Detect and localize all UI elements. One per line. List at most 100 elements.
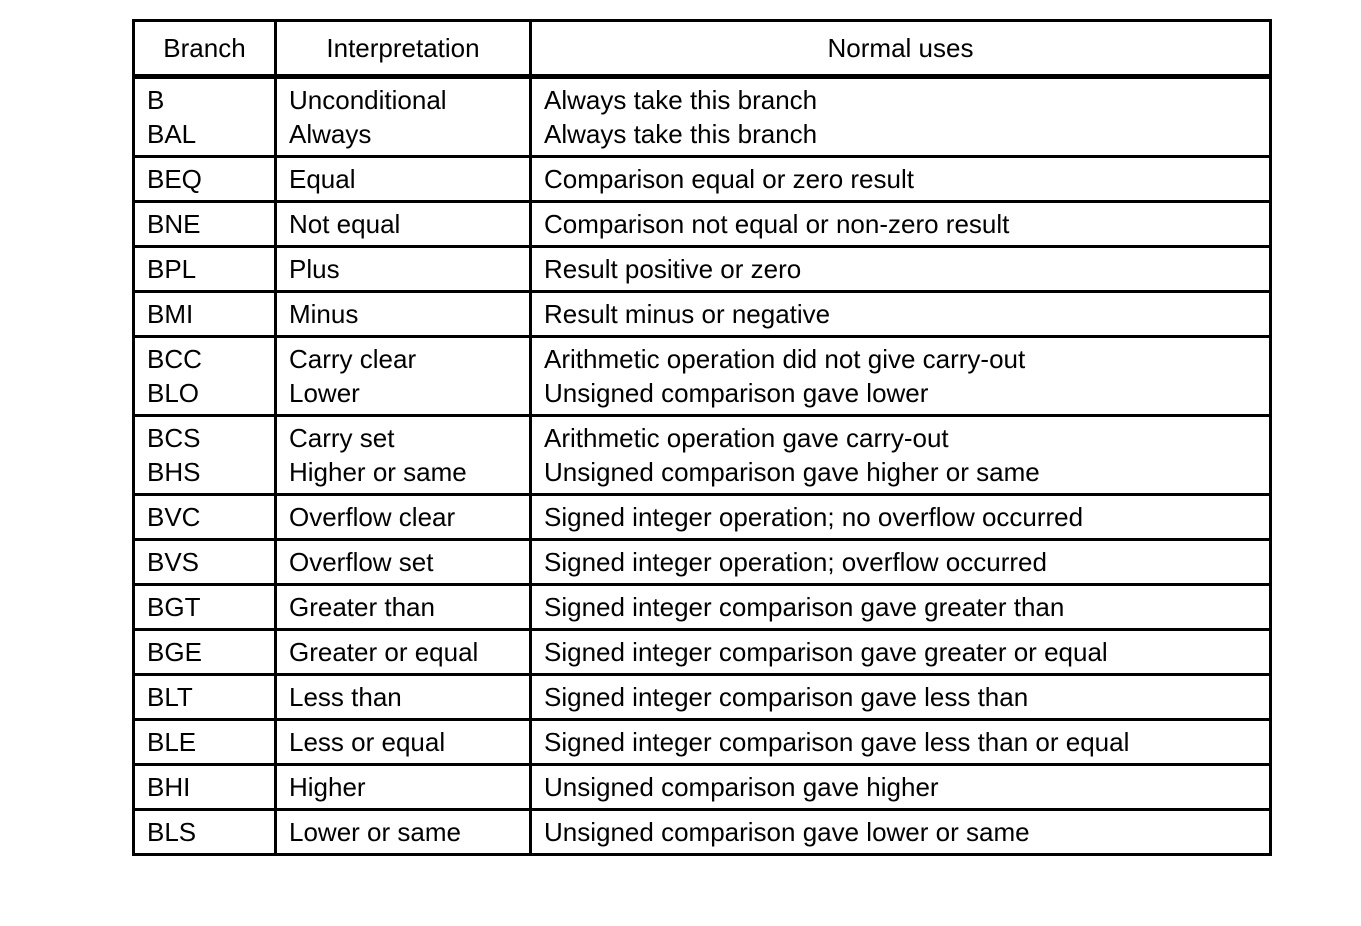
cell-interpretation-text: Less or equal — [289, 727, 446, 757]
table-row: BCC BLO Carry clear Lower Arithmetic operati… — [132, 335, 1272, 417]
cell-normal-uses: Comparison not equal or non-zero result — [529, 200, 1272, 248]
header-interpretation: Interpretation — [274, 19, 532, 79]
cell-branch-text: BPL — [147, 254, 197, 284]
cell-normal-uses: Always take this branch Always take this … — [529, 75, 1272, 158]
cell-interpretation-text: Lower — [289, 378, 360, 408]
table-body: B BAL Unconditional Always Always take this … — [132, 75, 1272, 856]
cell-interpretation-text: Higher — [289, 772, 366, 802]
cell-branch: BCC BLO — [132, 335, 277, 417]
table-row: BLE Less or equal Signed integer compariso… — [132, 718, 1272, 766]
cell-normal-uses-text: Signed integer operation; overflow occur… — [544, 547, 1047, 577]
cell-normal-uses-text: Signed integer operation; no overflow oc… — [544, 502, 1084, 532]
table-row: BLT Less than Signed integer comparison ga… — [132, 673, 1272, 721]
table-row: BNE Not equal Comparison not equal or non-… — [132, 200, 1272, 248]
cell-normal-uses-text: Comparison equal or zero result — [544, 164, 914, 194]
cell-branch: BNE — [132, 200, 277, 248]
cell-normal-uses: Signed integer comparison gave greater t… — [529, 583, 1272, 631]
cell-branch: BVC — [132, 493, 277, 541]
header-row: Branch Interpretation Normal uses — [132, 19, 1272, 79]
cell-normal-uses-text: Comparison not equal or non-zero result — [544, 209, 1010, 239]
cell-interpretation: Overflow set — [274, 538, 532, 586]
cell-normal-uses-text: Result minus or negative — [544, 299, 831, 329]
cell-interpretation: Minus — [274, 290, 532, 338]
cell-interpretation-text: Plus — [289, 254, 340, 284]
cell-interpretation-text: Overflow clear — [289, 502, 456, 532]
cell-interpretation: Less or equal — [274, 718, 532, 766]
cell-branch-text: BHS — [147, 457, 201, 487]
cell-normal-uses-text: Signed integer comparison gave less than — [544, 682, 1029, 712]
cell-branch: BGE — [132, 628, 277, 676]
table-row: B BAL Unconditional Always Always take this … — [132, 75, 1272, 158]
cell-branch: BLE — [132, 718, 277, 766]
table-row: BGE Greater or equal Signed integer compar… — [132, 628, 1272, 676]
cell-normal-uses: Result minus or negative — [529, 290, 1272, 338]
cell-branch-text: BMI — [147, 299, 194, 329]
cell-normal-uses: Unsigned comparison gave higher — [529, 763, 1272, 811]
cell-interpretation-text: Always — [289, 119, 372, 149]
table-row: BCS BHS Carry set Higher or same Arithmetic … — [132, 414, 1272, 496]
cell-branch: BPL — [132, 245, 277, 293]
cell-normal-uses-text: Arithmetic operation did not give carry-… — [544, 344, 1026, 374]
cell-branch: BGT — [132, 583, 277, 631]
cell-branch-text: BGT — [147, 592, 201, 622]
cell-normal-uses: Arithmetic operation did not give carry-… — [529, 335, 1272, 417]
cell-interpretation: Not equal — [274, 200, 532, 248]
cell-normal-uses: Signed integer comparison gave less than — [529, 673, 1272, 721]
table-row: BMI Minus Result minus or negative — [132, 290, 1272, 338]
table-row: BVS Overflow set Signed integer operation;… — [132, 538, 1272, 586]
cell-branch: BHI — [132, 763, 277, 811]
cell-normal-uses-text: Always take this branch — [544, 119, 818, 149]
cell-interpretation-text: Carry clear — [289, 344, 417, 374]
cell-interpretation: Greater or equal — [274, 628, 532, 676]
cell-normal-uses-text: Signed integer comparison gave greater o… — [544, 637, 1108, 667]
cell-branch: BLS — [132, 808, 277, 856]
cell-interpretation: Lower or same — [274, 808, 532, 856]
cell-branch-text: BHI — [147, 772, 191, 802]
cell-interpretation: Overflow clear — [274, 493, 532, 541]
cell-interpretation-text: Unconditional — [289, 85, 447, 115]
cell-interpretation-text: Higher or same — [289, 457, 467, 487]
cell-normal-uses-text: Unsigned comparison gave higher — [544, 772, 939, 802]
cell-interpretation-text: Carry set — [289, 423, 395, 453]
cell-normal-uses-text: Unsigned comparison gave lower — [544, 378, 929, 408]
cell-interpretation-text: Overflow set — [289, 547, 434, 577]
cell-branch: BVS — [132, 538, 277, 586]
cell-branch-text: BAL — [147, 119, 197, 149]
cell-branch-text: BGE — [147, 637, 202, 667]
cell-normal-uses-text: Unsigned comparison gave higher or same — [544, 457, 1040, 487]
header-branch: Branch — [132, 19, 277, 79]
cell-interpretation: Equal — [274, 155, 532, 203]
cell-branch: BCS BHS — [132, 414, 277, 496]
table-row: BEQ Equal Comparison equal or zero result — [132, 155, 1272, 203]
cell-interpretation-text: Not equal — [289, 209, 401, 239]
cell-branch-text: BLS — [147, 817, 197, 847]
cell-branch: BEQ — [132, 155, 277, 203]
cell-normal-uses: Signed integer comparison gave less than… — [529, 718, 1272, 766]
cell-branch-text: BCS — [147, 423, 201, 453]
cell-branch: BMI — [132, 290, 277, 338]
cell-branch-text: BNE — [147, 209, 201, 239]
cell-normal-uses: Signed integer operation; overflow occur… — [529, 538, 1272, 586]
cell-normal-uses-text: Arithmetic operation gave carry-out — [544, 423, 949, 453]
table-row: BHI Higher Unsigned comparison gave higher — [132, 763, 1272, 811]
cell-branch-text: BLO — [147, 378, 200, 408]
table-header: Branch Interpretation Normal uses — [132, 19, 1272, 79]
cell-branch: BLT — [132, 673, 277, 721]
cell-normal-uses-text: Result positive or zero — [544, 254, 802, 284]
cell-normal-uses-text: Unsigned comparison gave lower or same — [544, 817, 1030, 847]
cell-interpretation: Carry set Higher or same — [274, 414, 532, 496]
cell-normal-uses: Result positive or zero — [529, 245, 1272, 293]
cell-branch-text: BLT — [147, 682, 193, 712]
cell-normal-uses: Arithmetic operation gave carry-out Unsig… — [529, 414, 1272, 496]
cell-branch-text: BEQ — [147, 164, 202, 194]
cell-interpretation: Greater than — [274, 583, 532, 631]
table-row: BGT Greater than Signed integer comparison… — [132, 583, 1272, 631]
cell-normal-uses: Signed integer comparison gave greater o… — [529, 628, 1272, 676]
cell-normal-uses: Comparison equal or zero result — [529, 155, 1272, 203]
cell-interpretation-text: Greater or equal — [289, 637, 479, 667]
cell-branch-text: BVC — [147, 502, 201, 532]
table-row: BPL Plus Result positive or zero — [132, 245, 1272, 293]
cell-interpretation: Plus — [274, 245, 532, 293]
cell-branch-text: BCC — [147, 344, 202, 374]
cell-interpretation-text: Equal — [289, 164, 356, 194]
